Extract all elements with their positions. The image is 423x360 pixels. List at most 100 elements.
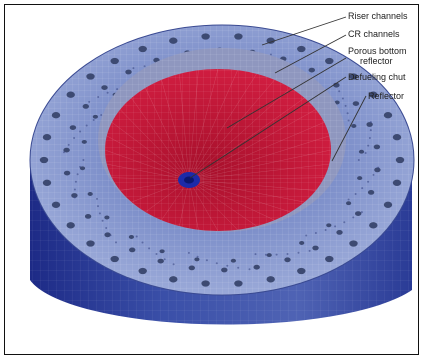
channel-hole: [79, 166, 86, 171]
channel-hole: [101, 85, 108, 90]
cone-mesh-radials: [104, 68, 332, 232]
pore-dot: [97, 96, 100, 98]
pore-dot: [269, 53, 272, 56]
pore-dot: [275, 253, 278, 256]
channel-hole: [266, 253, 272, 258]
pore-dot: [297, 251, 300, 254]
cone-radial: [106, 163, 190, 181]
cone-radial: [188, 179, 291, 213]
pore-dot: [141, 241, 144, 244]
reflector-leader: [331, 95, 367, 162]
cone-radial: [161, 79, 190, 181]
channel-hole: [325, 57, 334, 65]
channel-hole: [392, 134, 402, 141]
channel-hole: [63, 170, 71, 176]
pore-dot: [364, 152, 367, 154]
channel-hole: [92, 114, 98, 119]
cone-radial: [188, 179, 257, 227]
channel-hole: [358, 149, 365, 154]
channel-hole: [66, 91, 75, 98]
pore-dot: [264, 253, 267, 256]
cone-radial: [188, 122, 325, 181]
pore-dot: [79, 130, 82, 133]
pore-dot: [305, 234, 308, 237]
channel-hole: [194, 257, 200, 262]
channel-hole: [266, 276, 275, 283]
cone-radial: [188, 179, 275, 221]
pore-dot: [115, 241, 117, 244]
channel-hole: [138, 267, 147, 275]
channel-hole: [104, 215, 110, 220]
channel-hole: [297, 45, 306, 53]
pore-dot: [148, 247, 151, 250]
channel-hole: [297, 267, 306, 275]
cone-radial: [120, 179, 190, 191]
cone-radial: [188, 179, 199, 230]
channel-hole: [383, 201, 393, 208]
channel-hole: [157, 258, 164, 264]
channel-hole: [349, 73, 358, 80]
cone-radial: [104, 149, 190, 181]
pore-dot: [73, 188, 76, 191]
channel-hole: [69, 125, 77, 130]
riser-channels-leader: [261, 16, 347, 46]
porous-bottom-reflector-label-line1: Porous bottom: [348, 46, 407, 56]
channel-hole: [110, 255, 119, 263]
channel-hole: [82, 104, 90, 109]
channel-hole: [392, 179, 402, 186]
cone-radial: [188, 109, 317, 181]
channel-hole: [110, 57, 119, 65]
pore-dot: [372, 173, 375, 176]
channel-hole: [346, 201, 352, 206]
channel-hole: [352, 101, 360, 106]
channel-hole: [81, 139, 87, 144]
pore-dot: [314, 232, 317, 234]
channel-hole: [357, 176, 363, 181]
pore-dot: [105, 227, 108, 229]
channel-hole: [373, 144, 381, 150]
pore-dot: [360, 211, 363, 214]
cone-radial: [188, 163, 330, 181]
channel-hole: [299, 241, 305, 245]
cone-radial: [119, 109, 190, 181]
channel-hole: [326, 223, 332, 228]
cone-radial: [188, 73, 257, 181]
channel-hole: [383, 112, 393, 119]
channel-hole: [66, 222, 75, 229]
channel-hole: [188, 265, 195, 271]
channel-hole: [169, 37, 178, 44]
defueling-chute-leader: [189, 76, 347, 179]
pore-dot: [344, 104, 347, 107]
pore-dot: [92, 119, 95, 121]
pore-dot: [354, 193, 357, 195]
channel-hole: [312, 245, 319, 251]
channel-hole: [125, 69, 132, 75]
channel-hole: [369, 222, 378, 229]
pore-dot: [74, 180, 77, 183]
channel-hole: [395, 156, 405, 164]
reflector-label: Reflector: [368, 91, 405, 101]
channel-hole: [129, 247, 136, 253]
pore-dot: [143, 65, 146, 68]
pore-dot: [76, 173, 79, 176]
pore-dot: [308, 249, 311, 252]
channel-hole: [234, 33, 243, 40]
channel-hole: [351, 124, 357, 128]
cone-radial: [111, 177, 190, 181]
channel-hole: [201, 280, 210, 287]
porous-bottom-reflector-label-line2: reflector: [360, 56, 393, 66]
pore-dot: [116, 88, 119, 91]
cone-radial: [179, 73, 190, 181]
pore-dot: [357, 159, 360, 161]
cone-radial: [188, 70, 238, 181]
channel-hole: [253, 264, 260, 270]
pore-dot: [96, 197, 98, 200]
pore-dot: [324, 229, 327, 231]
channel-hole: [366, 122, 373, 127]
pore-dot: [73, 137, 76, 139]
porous-bottom-reflector-leader: [226, 57, 347, 129]
cone-radial: [145, 87, 190, 181]
channel-hole: [39, 156, 49, 164]
pore-dot: [226, 264, 229, 267]
